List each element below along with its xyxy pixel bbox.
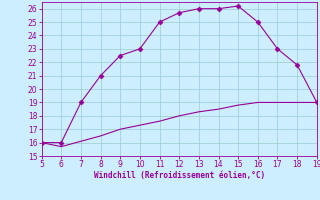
X-axis label: Windchill (Refroidissement éolien,°C): Windchill (Refroidissement éolien,°C): [94, 171, 265, 180]
